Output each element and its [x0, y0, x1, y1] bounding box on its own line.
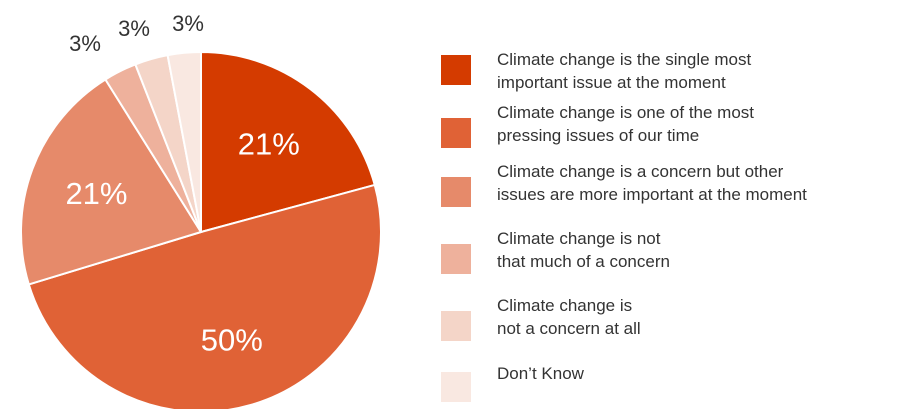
legend-swatch: [441, 372, 471, 402]
slice-label-2: 21%: [65, 176, 127, 211]
legend-label: Climate change is the single most importa…: [497, 48, 751, 94]
slice-label-0: 21%: [238, 126, 300, 161]
pie-slice-5: [166, 50, 202, 233]
legend-label-line: pressing issues of our time: [497, 126, 700, 145]
legend-label-line: that much of a concern: [497, 252, 670, 271]
legend-label: Climate change is one of the most pressin…: [497, 101, 754, 147]
legend-label-line: issues are more important at the moment: [497, 185, 807, 204]
legend-label-line: Climate change is: [497, 296, 633, 315]
legend-label-line: Climate change is not: [497, 229, 661, 248]
legend-label: Climate change is not a concern at all: [497, 294, 641, 340]
legend-label-line: important issue at the moment: [497, 73, 726, 92]
legend-label-line: Don’t Know: [497, 364, 584, 383]
slice-label-3: 3%: [69, 31, 101, 56]
pie-slice-2: [20, 78, 203, 286]
legend-label-line: Climate change is the single most: [497, 50, 752, 69]
slice-label-4: 3%: [118, 16, 150, 41]
legend-label-line: not a concern at all: [497, 319, 641, 338]
legend-swatch: [441, 177, 471, 207]
legend-label: Don’t Know: [497, 362, 584, 385]
slice-label-5: 3%: [172, 11, 204, 36]
pie-slice-0: [200, 50, 376, 234]
slice-label-1: 50%: [201, 322, 263, 357]
legend-swatch: [441, 244, 471, 274]
legend-label: Climate change is a concern but other iss…: [497, 160, 807, 206]
legend-swatch: [441, 55, 471, 85]
legend-label-line: Climate change is one of the most: [497, 103, 755, 122]
legend-label-line: Climate change is a concern but other: [497, 162, 784, 181]
legend-label: Climate change is not that much of a conc…: [497, 227, 670, 273]
pie-slice-1: [27, 183, 382, 409]
legend-swatch: [441, 118, 471, 148]
legend-swatch: [441, 311, 471, 341]
